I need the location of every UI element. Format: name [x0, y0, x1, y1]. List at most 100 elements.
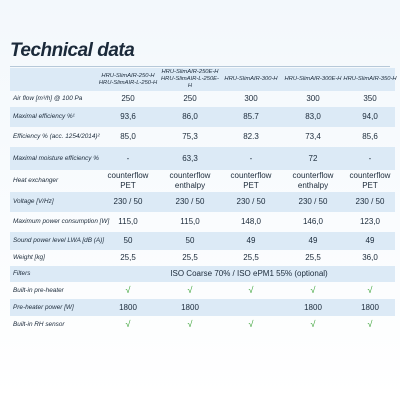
- table-cell: counterflow PET: [349, 171, 391, 190]
- table-row: Sound power level LWA [dB (A)] 50 50 49 49 49: [10, 232, 395, 250]
- header-text: HRU-SlimAIR-250E-H: [161, 69, 219, 76]
- row-label: Heat exchanger: [13, 177, 59, 184]
- table-cell: √: [125, 285, 131, 296]
- row-label: Voltage [V/Hz]: [13, 198, 54, 205]
- table-cell: 93,6: [120, 112, 136, 122]
- header-text: HRU-SlimAIR-L-250-H: [98, 79, 158, 86]
- table-cell: √: [125, 319, 131, 330]
- table-cell: 63,3: [182, 153, 198, 163]
- header-cell: HRU-SlimAIR-250E-H HRU-SlimAIR-L-250E-H: [159, 68, 221, 91]
- table-cell: 1800: [119, 302, 137, 312]
- header-text: HRU-SlimAIR-300E-H: [284, 76, 342, 83]
- table-row: Efficiency % (acc. 1254/2014)² 85,0 75,3 82…: [10, 127, 395, 147]
- table-cell: 230 / 50: [175, 197, 205, 207]
- table-row: Filters ISO Coarse 70% / ISO ePM1 55% (op…: [10, 266, 395, 282]
- header-text: HRU-SlimAIR-250-H: [101, 72, 155, 79]
- table-cell: 230 / 50: [113, 197, 143, 207]
- row-label: Built-in RH sensor: [13, 320, 65, 328]
- row-label: Efficiency % (acc. 1254/2014)²: [13, 133, 100, 140]
- table-cell: 25,5: [182, 253, 198, 263]
- table-cell: 300: [244, 94, 258, 104]
- table-cell: 1800: [304, 302, 322, 312]
- row-label: Built-in pre-heater: [13, 286, 64, 294]
- table-cell: 1800: [361, 302, 379, 312]
- table-cell: 83,0: [305, 112, 321, 122]
- table-cell: 115,0: [180, 217, 200, 227]
- table-row: Pre-heater power [W] 1800 1800 1800 1800: [10, 299, 395, 316]
- row-label: Pre-heater power [W]: [13, 303, 74, 311]
- table-cell: √: [310, 285, 316, 296]
- table-cell: 73,4: [305, 132, 321, 142]
- header-row: HRU-SlimAIR-250-H HRU-SlimAIR-L-250-H HRU-…: [10, 68, 397, 91]
- table-cell: 82.3: [243, 132, 259, 142]
- table-cell: counterflow enthalpy: [169, 171, 211, 190]
- table-cell: √: [367, 319, 373, 330]
- table-cell: ISO Coarse 70% / ISO ePM1 55% (optional): [170, 269, 328, 279]
- table-cell: 86,0: [182, 112, 198, 122]
- title: Technical data: [10, 40, 135, 61]
- table-cell: 25,5: [120, 253, 136, 263]
- table-cell: 250: [121, 94, 135, 104]
- table-cell: -: [126, 153, 130, 163]
- table-row: Weight [kg] 25,5 25,5 25,5 25,5 36,0: [10, 250, 395, 266]
- table-cell: √: [248, 285, 254, 296]
- table-row: Voltage [V/Hz] 230 / 50 230 / 50 230 / 50 23…: [10, 192, 395, 212]
- header-cell: HRU-SlimAIR-350-H: [339, 68, 400, 91]
- row-label: Maximum power consumption [W]: [13, 218, 110, 225]
- table-cell: 49: [308, 236, 318, 246]
- table-row: Heat exchanger counterflow PET counterflow…: [10, 170, 395, 192]
- table-row: Maximum power consumption [W] 115,0 115,0 1…: [10, 212, 395, 232]
- table-cell: -: [249, 153, 253, 163]
- table-row: Maximal moisture efficiency % - 63,3 - 72 -: [10, 147, 395, 170]
- header-cell: HRU-SlimAIR-300E-H: [282, 68, 344, 91]
- table-row: Built-in RH sensor √ √ √ √ √: [10, 316, 395, 333]
- table-cell: 230 / 50: [236, 197, 266, 207]
- table-cell: -: [368, 153, 372, 163]
- header-cell: HRU-SlimAIR-250-H HRU-SlimAIR-L-250-H: [97, 68, 159, 91]
- table-cell: 85,0: [120, 132, 136, 142]
- table-cell: 350: [363, 94, 377, 104]
- header-text: HRU-SlimAIR-350-H: [343, 76, 397, 83]
- table-cell: counterflow PET: [230, 171, 272, 190]
- table-cell: √: [310, 319, 316, 330]
- row-label: Filters: [13, 270, 31, 277]
- table-cell: 230 / 50: [355, 197, 385, 207]
- table-cell: counterflow PET: [107, 171, 149, 190]
- table-cell: √: [367, 285, 373, 296]
- table-cell: 148,0: [240, 217, 262, 227]
- table-cell: 36,0: [362, 253, 378, 263]
- table-row: Air flow [m³/h] @ 100 Pa 250 250 300 300 350: [10, 91, 395, 107]
- table-cell: 49: [365, 236, 375, 246]
- row-label: Maximal efficiency %¹: [13, 113, 75, 120]
- header-text: HRU-SlimAIR-L-250E-H: [161, 76, 219, 89]
- row-label: Sound power level LWA [dB (A)]: [13, 237, 105, 244]
- table-cell: √: [248, 319, 254, 330]
- table-cell: 72: [308, 153, 318, 163]
- table-cell: 123,0: [359, 217, 381, 227]
- table-cell: 94,0: [362, 112, 378, 122]
- table-cell: 1800: [181, 302, 199, 312]
- row-label: Weight [kg]: [13, 254, 45, 261]
- table-cell: 25,5: [305, 253, 321, 263]
- table-cell: 75,3: [182, 132, 198, 142]
- table-row: Built-in pre-heater √ √ √ √ √: [10, 282, 395, 299]
- row-label: Air flow [m³/h] @ 100 Pa: [13, 95, 83, 102]
- table-cell: 230 / 50: [298, 197, 328, 207]
- table-cell: √: [187, 319, 193, 330]
- table-cell: 50: [185, 236, 195, 246]
- rule: [10, 66, 390, 67]
- table-cell: 85,6: [362, 132, 378, 142]
- table-cell: 115,0: [118, 217, 138, 227]
- table-cell: 25,5: [243, 253, 259, 263]
- header-cell: HRU-SlimAIR-300-H: [220, 68, 282, 91]
- table-cell: 85.7: [243, 112, 259, 122]
- header-text: HRU-SlimAIR-300-H: [224, 76, 278, 83]
- table-row: Maximal efficiency %¹ 93,6 86,0 85.7 83,0 94,…: [10, 107, 395, 127]
- table-cell: counterflow enthalpy: [292, 171, 334, 190]
- table-cell: 300: [306, 94, 320, 104]
- table-cell: 50: [123, 236, 133, 246]
- table-cell: 49: [246, 236, 256, 246]
- table-cell: 146,0: [302, 217, 324, 227]
- row-label: Maximal moisture efficiency %: [13, 154, 99, 162]
